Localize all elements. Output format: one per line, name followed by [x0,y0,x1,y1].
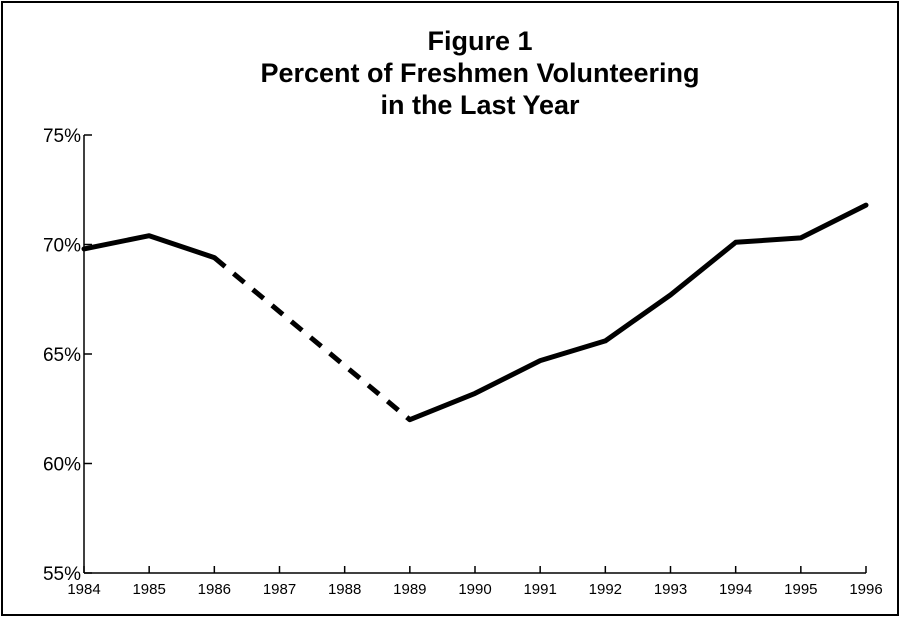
x-tick-label: 1985 [132,581,165,598]
x-tick-label: 1989 [393,581,426,598]
y-axis-ticks: 75% 70% 65% 60% 55% [43,126,92,585]
x-tick-label: 1988 [328,581,361,598]
y-tick-label: 70% [43,236,81,257]
x-tick-label: 1993 [654,581,687,598]
series-line-dashed-segment [212,255,412,422]
y-tick-label: 55% [43,564,81,585]
x-tick-label: 1994 [719,581,752,598]
series-line [81,202,869,423]
x-tick-label: 1995 [784,581,817,598]
chart-title-line-3: in the Last Year [380,90,580,120]
x-tick-label: 1991 [523,581,556,598]
y-tick-label: 60% [43,455,81,476]
series-line-solid-segment [407,202,869,423]
y-tick-label: 65% [43,345,81,366]
x-tick-label: 1992 [589,581,622,598]
x-tick-label: 1996 [849,581,882,598]
x-axis-ticks: 1984 1985 1986 1987 1988 1989 1990 1991 1992 1993… [67,566,883,598]
x-tick-label: 1990 [458,581,491,598]
chart-title-line-1: Figure 1 [427,26,532,56]
chart-title-line-2: Percent of Freshmen Volunteering [260,58,699,88]
y-tick-label: 75% [43,126,81,147]
series-line-solid-segment [81,233,217,261]
x-tick-label: 1987 [263,581,296,598]
x-tick-label: 1986 [198,581,231,598]
x-tick-label: 1984 [67,581,100,598]
